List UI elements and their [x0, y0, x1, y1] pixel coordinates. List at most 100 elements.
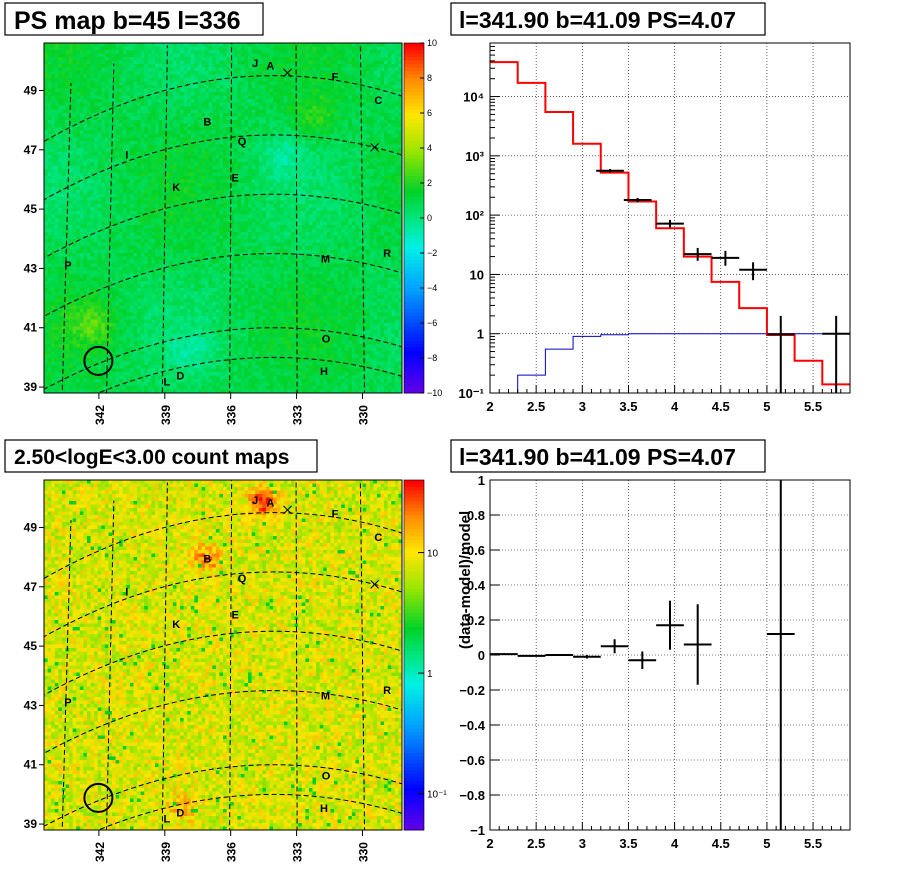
source-label: N — [53, 406, 61, 418]
colorbar-cell — [404, 102, 424, 107]
colorbar-cell — [404, 609, 424, 614]
residual-axes: 2 2.5 3 3.5 4 4.5 5 5.5 −1 −0.8 −0.6 −0.4 −0.2 0 0.2 0.… — [459, 473, 851, 851]
colorbar-cell — [404, 595, 424, 600]
colorbar-cell — [404, 120, 424, 124]
lon-tick-label: 330 — [356, 842, 370, 862]
meridian-line — [61, 83, 72, 393]
colorbar-cell — [404, 798, 424, 803]
colorbar-cell — [404, 532, 424, 537]
meridian-line — [359, 480, 366, 830]
lon-tick-label: 336 — [225, 405, 239, 425]
parallel-line — [44, 690, 402, 754]
parallel-line — [97, 793, 402, 830]
colorbar-cell — [404, 585, 424, 589]
colorbar-cell — [404, 735, 424, 740]
colorbar-cell — [404, 557, 424, 561]
ps-map-graticule — [44, 43, 402, 393]
spectrum-grid — [489, 43, 850, 394]
meridian-line — [359, 43, 366, 393]
source-label: R — [383, 685, 391, 697]
colorbar-cell — [404, 298, 424, 303]
lat-tick-label: 43 — [24, 698, 38, 712]
colorbar-cell — [404, 487, 424, 491]
residual-title-box — [450, 439, 766, 473]
colorbar-cell — [404, 490, 424, 495]
parallel-line — [44, 75, 402, 143]
y-tick-label: 0.4 — [467, 578, 486, 593]
colorbar-tick-label: 2 — [427, 178, 432, 188]
colorbar-tick-label: 10 — [427, 549, 439, 560]
colorbar-cell — [404, 483, 424, 488]
colorbar-cell — [404, 781, 424, 785]
residual-plot — [490, 480, 795, 830]
x-marker — [283, 505, 292, 515]
x-tick-label: 2 — [486, 836, 493, 851]
count-map-heatmap — [44, 480, 402, 830]
colorbar-cell — [404, 95, 424, 100]
colorbar-cell — [404, 375, 424, 380]
lat-tick-label: 39 — [24, 817, 38, 831]
parallel-line — [44, 571, 402, 638]
spectrum-title-box — [450, 2, 766, 36]
colorbar-cell — [404, 137, 424, 142]
colorbar-cell — [404, 802, 424, 806]
colorbar-cell — [404, 616, 424, 621]
lat-tick-label: 45 — [24, 639, 38, 653]
colorbar-cell — [404, 767, 424, 771]
colorbar-cell — [404, 316, 424, 320]
colorbar-cell — [404, 88, 424, 93]
colorbar-cell — [404, 186, 424, 191]
ps-map-title: PS map b=45 l=336 — [14, 7, 241, 35]
x-tick-label: 4 — [671, 836, 679, 851]
colorbar-cell — [404, 60, 424, 65]
colorbar-cell — [404, 672, 424, 677]
colorbar-cell — [404, 567, 424, 572]
colorbar-cell — [404, 74, 424, 79]
colorbar-cell — [404, 676, 424, 680]
meridian-line — [295, 480, 298, 830]
lat-tick-label: 43 — [24, 261, 38, 275]
colorbar-cell — [404, 218, 424, 222]
source-label: B — [203, 117, 211, 129]
colorbar-cell — [404, 162, 424, 166]
x-tick-label: 3.5 — [619, 836, 637, 851]
colorbar-cell — [404, 662, 424, 666]
lon-tick-label: 330 — [356, 405, 370, 425]
colorbar-cell — [404, 795, 424, 799]
source-label: C — [374, 95, 382, 107]
colorbar-tick-label: 10⁻¹ — [427, 790, 447, 801]
colorbar-cell — [404, 788, 424, 792]
y-tick-label: 0.8 — [467, 508, 485, 523]
source-label: O — [322, 771, 331, 783]
colorbar-cell — [404, 819, 424, 824]
colorbar-cell — [404, 225, 424, 229]
source-label: R — [383, 248, 391, 260]
colorbar-cell — [404, 634, 424, 638]
colorbar-cell — [404, 358, 424, 362]
colorbar-cell — [404, 155, 424, 159]
ps-map-heatmap — [44, 43, 402, 393]
colorbar-cell — [404, 560, 424, 565]
source-label: E — [232, 172, 239, 184]
colorbar-cell — [404, 700, 424, 705]
meridian-line — [106, 500, 115, 830]
colorbar-cell — [404, 686, 424, 691]
x-tick-label: 4.5 — [712, 399, 730, 414]
y-tick-label: −0.2 — [459, 683, 485, 698]
source-label: A — [266, 61, 274, 73]
source-label: Q — [238, 136, 247, 148]
x-tick-label: 2 — [486, 399, 493, 414]
count-map-frame — [43, 479, 403, 831]
source-label: N — [53, 843, 61, 855]
colorbar-cell — [404, 256, 424, 261]
colorbar-cell — [404, 260, 424, 264]
colorbar-cell — [404, 809, 424, 813]
colorbar-cell — [404, 588, 424, 593]
colorbar-cell — [404, 323, 424, 327]
colorbar-cell — [404, 85, 424, 89]
colorbar-cell — [404, 106, 424, 110]
colorbar-cell — [404, 480, 424, 484]
colorbar-cell — [404, 655, 424, 659]
colorbar-cell — [404, 739, 424, 743]
